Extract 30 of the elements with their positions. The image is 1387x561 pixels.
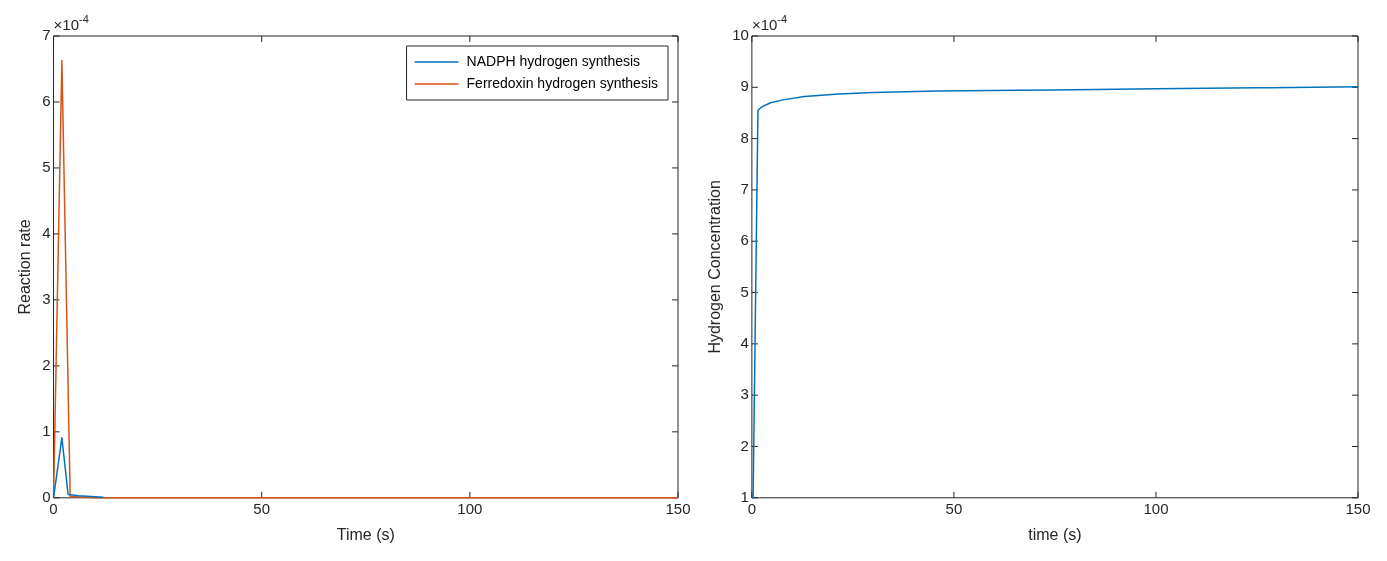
y-tick-label: 2 bbox=[42, 356, 51, 373]
y-tick-label: 1 bbox=[740, 487, 749, 505]
legend-label: NADPH hydrogen synthesis bbox=[466, 52, 641, 69]
y-tick-label: 6 bbox=[740, 231, 749, 249]
x-tick-label: 100 bbox=[457, 499, 483, 517]
y-axis-title: Hydrogen Concentration bbox=[706, 180, 724, 354]
y-axis-title: Reaction rate bbox=[16, 219, 34, 315]
y-tick-label: 4 bbox=[740, 334, 749, 352]
y-tick-label: 6 bbox=[42, 92, 51, 110]
x-tick-label: 150 bbox=[1345, 499, 1371, 517]
legend-label: Ferredoxin hydrogen synthesis bbox=[466, 74, 658, 91]
y-tick-label: 5 bbox=[42, 158, 51, 176]
y-tick-label: 2 bbox=[740, 436, 749, 454]
x-axis-title: Time (s) bbox=[336, 525, 395, 543]
x-tick-label: 150 bbox=[665, 499, 691, 517]
x-tick-label: 100 bbox=[1143, 499, 1169, 517]
x-tick-label: 50 bbox=[253, 499, 271, 517]
y-tick-label: 8 bbox=[740, 128, 749, 146]
y-tick-label: 1 bbox=[42, 421, 51, 439]
y-tick-label: 10 bbox=[732, 26, 749, 44]
y-tick-label: 4 bbox=[42, 224, 51, 242]
y-tick-label: 3 bbox=[740, 385, 749, 403]
y-tick-label: 3 bbox=[42, 290, 51, 308]
x-axis-title: time (s) bbox=[1028, 525, 1082, 543]
x-tick-label: 50 bbox=[945, 499, 963, 517]
y-tick-label: 7 bbox=[42, 26, 51, 44]
y-tick-label: 7 bbox=[740, 180, 749, 198]
y-tick-label: 5 bbox=[740, 282, 749, 300]
y-tick-label: 9 bbox=[740, 77, 749, 95]
y-tick-label: 0 bbox=[42, 487, 51, 505]
